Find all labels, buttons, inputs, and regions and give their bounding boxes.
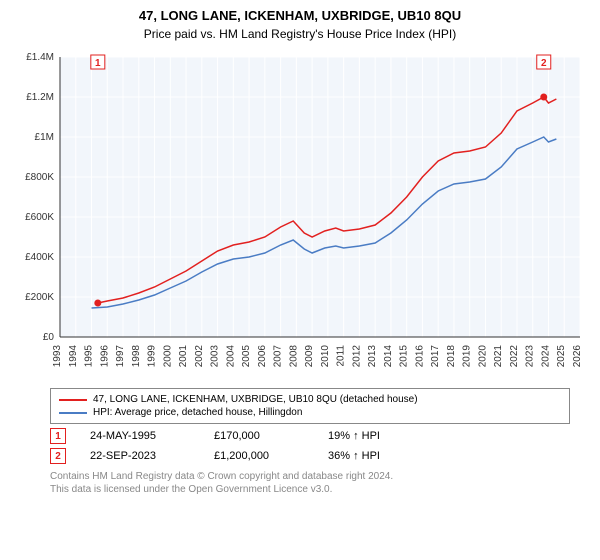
svg-text:£800K: £800K (25, 172, 54, 183)
legend-label: 47, LONG LANE, ICKENHAM, UXBRIDGE, UB10 … (93, 394, 418, 405)
svg-text:2007: 2007 (273, 345, 284, 368)
legend-box: 47, LONG LANE, ICKENHAM, UXBRIDGE, UB10 … (50, 388, 570, 424)
svg-text:2025: 2025 (556, 345, 567, 368)
svg-text:1993: 1993 (52, 345, 63, 368)
svg-text:£1.2M: £1.2M (26, 92, 54, 103)
sale-row: 2 22-SEP-2023 £1,200,000 36% ↑ HPI (50, 448, 570, 464)
svg-text:2026: 2026 (572, 345, 583, 368)
svg-text:2002: 2002 (194, 345, 205, 368)
svg-text:2016: 2016 (414, 345, 425, 368)
svg-text:2005: 2005 (241, 345, 252, 368)
svg-text:2017: 2017 (430, 345, 441, 368)
svg-text:2004: 2004 (225, 345, 236, 368)
sale-date: 24-MAY-1995 (90, 430, 190, 442)
svg-text:£1M: £1M (35, 132, 54, 143)
svg-text:1996: 1996 (99, 345, 110, 368)
svg-text:2018: 2018 (446, 345, 457, 368)
svg-text:1: 1 (95, 58, 101, 69)
svg-text:2024: 2024 (540, 345, 551, 368)
svg-text:2015: 2015 (399, 345, 410, 368)
svg-text:2013: 2013 (367, 345, 378, 368)
legend-row: 47, LONG LANE, ICKENHAM, UXBRIDGE, UB10 … (59, 393, 561, 406)
svg-text:£400K: £400K (25, 252, 54, 263)
svg-text:2020: 2020 (477, 345, 488, 368)
sale-marker: 1 (50, 428, 66, 444)
svg-text:2008: 2008 (288, 345, 299, 368)
chart-area: £0 £200K £400K £600K £800K £1M £1.2M £1.4M 1993 1… (10, 47, 590, 382)
footnote-line1: Contains HM Land Registry data © Crown c… (50, 471, 393, 482)
svg-text:2021: 2021 (493, 345, 504, 368)
svg-text:1997: 1997 (115, 345, 126, 368)
svg-text:£600K: £600K (25, 212, 54, 223)
svg-text:2001: 2001 (178, 345, 189, 368)
svg-text:£0: £0 (43, 332, 55, 343)
svg-text:2009: 2009 (304, 345, 315, 368)
svg-text:2011: 2011 (336, 345, 347, 367)
sales-block: 1 24-MAY-1995 £170,000 19% ↑ HPI 2 22-SEP-202… (0, 428, 600, 464)
sale-date: 22-SEP-2023 (90, 450, 190, 462)
svg-text:2003: 2003 (210, 345, 221, 368)
legend-label: HPI: Average price, detached house, Hill… (93, 407, 302, 418)
svg-text:2014: 2014 (383, 345, 394, 368)
footnote: Contains HM Land Registry data © Crown c… (50, 470, 570, 496)
sale-delta: 36% ↑ HPI (328, 450, 380, 462)
legend-swatch (59, 399, 87, 401)
svg-text:1998: 1998 (131, 345, 142, 368)
svg-text:2006: 2006 (257, 345, 268, 368)
legend-swatch (59, 412, 87, 414)
legend-row: HPI: Average price, detached house, Hill… (59, 406, 561, 419)
svg-text:2019: 2019 (462, 345, 473, 368)
sale-row: 1 24-MAY-1995 £170,000 19% ↑ HPI (50, 428, 570, 444)
chart-title: 47, LONG LANE, ICKENHAM, UXBRIDGE, UB10 … (0, 0, 600, 23)
line-chart-svg: £0 £200K £400K £600K £800K £1M £1.2M £1.4M 1993 1… (10, 47, 590, 377)
svg-text:2000: 2000 (162, 345, 173, 368)
footnote-line2: This data is licensed under the Open Gov… (50, 484, 332, 495)
sale-delta: 19% ↑ HPI (328, 430, 380, 442)
chart-container: 47, LONG LANE, ICKENHAM, UXBRIDGE, UB10 … (0, 0, 600, 560)
chart-subtitle: Price paid vs. HM Land Registry's House … (0, 23, 600, 47)
svg-text:2010: 2010 (320, 345, 331, 368)
sale-marker: 2 (50, 448, 66, 464)
svg-text:2022: 2022 (509, 345, 520, 368)
svg-text:2: 2 (541, 58, 547, 69)
svg-text:1995: 1995 (84, 345, 95, 368)
svg-text:1999: 1999 (147, 345, 158, 368)
svg-text:£200K: £200K (25, 292, 54, 303)
svg-text:2012: 2012 (351, 345, 362, 368)
sale-price: £170,000 (214, 430, 304, 442)
sale-price: £1,200,000 (214, 450, 304, 462)
svg-text:2023: 2023 (525, 345, 536, 368)
svg-text:£1.4M: £1.4M (26, 52, 54, 63)
svg-text:1994: 1994 (68, 345, 79, 368)
